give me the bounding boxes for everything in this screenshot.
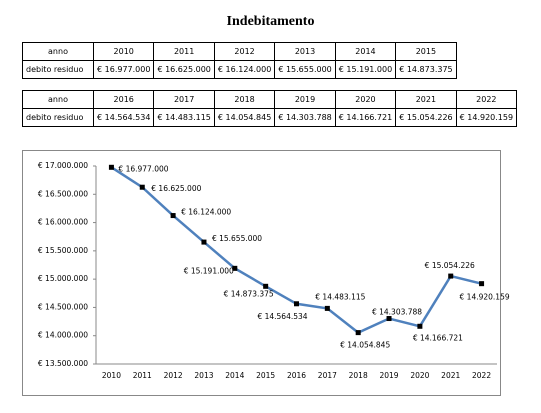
x-tick-label: 2014 <box>225 371 244 380</box>
x-tick-label: 2017 <box>318 371 337 380</box>
data-label: € 15.054.226 <box>425 261 475 270</box>
data-label: € 15.191.000 <box>184 266 234 275</box>
table: anno 2016 2017 2018 2019 2020 2021 2022 debito r… <box>22 90 518 127</box>
y-tick-label: € 15.000.000 <box>38 274 88 283</box>
data-label: € 16.625.000 <box>151 184 201 193</box>
x-tick-label: 2013 <box>194 371 213 380</box>
data-label: € 14.873.375 <box>224 289 274 298</box>
table-cell: debito residuo <box>22 60 94 79</box>
table-row: debito residuo € 16.977.000 € 16.625.000 € … <box>22 60 457 79</box>
x-tick-label: 2018 <box>349 371 368 380</box>
y-tick-label: € 16.500.000 <box>38 189 88 198</box>
x-tick-label: 2016 <box>287 371 306 380</box>
x-tick-label: 2021 <box>441 371 460 380</box>
x-tick-label: 2015 <box>256 371 275 380</box>
data-label: € 14.166.721 <box>413 333 463 342</box>
y-tick-label: € 13.500.000 <box>38 359 88 368</box>
x-tick-label: 2019 <box>379 371 398 380</box>
marker <box>139 184 145 190</box>
marker <box>263 283 269 289</box>
data-label: € 14.483.115 <box>315 292 365 301</box>
marker <box>448 273 454 279</box>
marker <box>170 213 176 219</box>
table-cell: € 14.054.845 <box>213 108 276 127</box>
data-label: € 14.564.534 <box>257 312 307 321</box>
marker <box>201 239 207 245</box>
marker <box>324 305 330 311</box>
y-tick-label: € 14.500.000 <box>38 302 88 311</box>
table-cell: € 14.564.534 <box>92 108 155 127</box>
data-label: € 16.977.000 <box>118 164 168 173</box>
data-label: € 15.655.000 <box>212 234 262 243</box>
x-tick-label: 2012 <box>164 371 183 380</box>
marker <box>386 316 392 322</box>
table-row: debito residuo € 14.564.534 € 14.483.115 € … <box>22 108 518 127</box>
marker <box>294 301 299 307</box>
y-tick-label: € 17.000.000 <box>38 161 88 170</box>
x-tick-label: 2011 <box>133 371 152 380</box>
data-label: € 14.303.788 <box>372 308 422 317</box>
y-tick-label: € 16.000.000 <box>38 218 88 227</box>
table-cell: € 14.873.375 <box>395 60 457 79</box>
table-cell: € 14.920.159 <box>455 108 518 127</box>
table: anno 2010 2011 2012 2013 2014 2015 debito resid… <box>22 42 457 79</box>
data-label: € 16.124.000 <box>181 208 231 217</box>
y-tick-label: € 14.000.000 <box>38 331 88 340</box>
x-tick-label: 2010 <box>102 371 121 380</box>
title: Indebitamento <box>226 14 315 29</box>
marker <box>417 323 423 329</box>
data-label: € 14.054.845 <box>340 341 390 350</box>
table-row: anno 2016 2017 2018 2019 2020 2021 2022 <box>22 90 518 109</box>
x-tick-label: 2020 <box>410 371 429 380</box>
y-tick-label: € 15.500.000 <box>38 246 88 255</box>
marker <box>355 330 361 336</box>
marker <box>108 164 114 170</box>
marker <box>232 265 238 271</box>
x-tick-label: 2022 <box>472 371 491 380</box>
chart-frame <box>22 150 501 396</box>
data-label: € 14.920.159 <box>460 293 510 302</box>
marker <box>479 281 485 287</box>
table-cell: € 14.483.115 <box>153 108 215 127</box>
